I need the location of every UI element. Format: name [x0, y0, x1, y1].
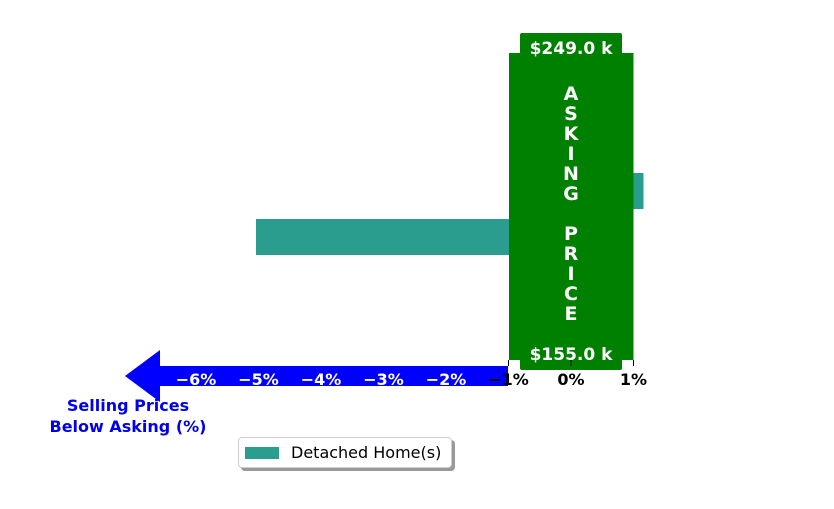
bottom-price-box — [520, 344, 622, 370]
top-price-box — [520, 33, 622, 59]
below-asking-arrow — [125, 350, 508, 402]
tick-label-3: −3% — [363, 370, 404, 389]
tick-label-2: −4% — [301, 370, 342, 389]
bottom-price-label: $155.0 k — [530, 345, 614, 365]
tick-label-1: −5% — [238, 370, 279, 389]
tick-label-4: −2% — [426, 370, 467, 389]
tick-label-7: 1% — [620, 370, 647, 389]
tick-label-5: −1% — [488, 370, 529, 389]
tick-label-0: −6% — [176, 370, 217, 389]
x-axis-label-line-2: Below Asking (%) — [50, 417, 207, 436]
blue-arrow-shape — [125, 350, 508, 402]
legend: Detached Home(s) — [238, 437, 452, 468]
legend-swatch — [245, 446, 279, 459]
x-axis-label-line-1: Selling Prices — [67, 396, 189, 415]
legend-label: Detached Home(s) — [291, 443, 442, 462]
x-axis-ticks: −6% −5% −4% −3% −2% −1% 0% 1% — [176, 360, 647, 389]
tick-label-6: 0% — [557, 370, 584, 389]
top-price-label: $249.0 k — [530, 39, 614, 59]
asking-band-rect — [509, 53, 634, 360]
